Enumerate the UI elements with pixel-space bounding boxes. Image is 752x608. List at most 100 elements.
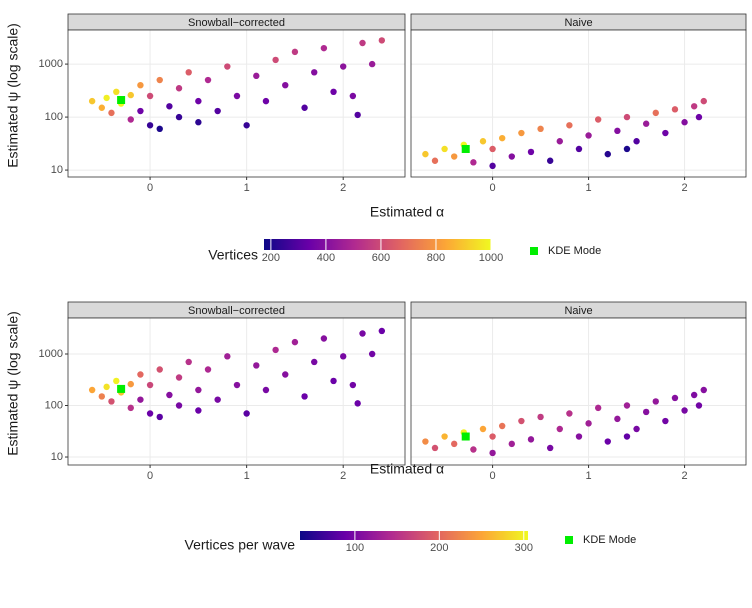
point bbox=[291, 48, 299, 56]
point bbox=[585, 420, 592, 427]
colorbar-tick-label: 300 bbox=[515, 542, 533, 554]
point bbox=[253, 72, 260, 80]
point bbox=[527, 148, 535, 156]
point bbox=[368, 350, 376, 358]
point bbox=[546, 444, 554, 452]
colorbar-tick-label: 800 bbox=[427, 252, 445, 264]
colorbar bbox=[300, 531, 528, 540]
colorbar-tick-label: 200 bbox=[430, 542, 448, 554]
point bbox=[422, 438, 429, 445]
point bbox=[113, 377, 120, 385]
point bbox=[282, 81, 289, 89]
point bbox=[243, 410, 250, 417]
point bbox=[137, 107, 144, 115]
point bbox=[98, 393, 105, 400]
point bbox=[113, 88, 120, 96]
point bbox=[566, 410, 573, 417]
strip-label: Snowball−corrected bbox=[188, 305, 285, 317]
point bbox=[262, 386, 270, 394]
point bbox=[137, 371, 144, 378]
kde-mode bbox=[461, 144, 470, 153]
point bbox=[98, 104, 105, 111]
point bbox=[146, 410, 154, 417]
point bbox=[489, 449, 496, 457]
point bbox=[195, 386, 202, 394]
point bbox=[585, 132, 592, 139]
point bbox=[681, 119, 688, 126]
point bbox=[195, 97, 202, 105]
colorbar-tick-label: 600 bbox=[372, 252, 390, 264]
colorbar-tick-label: 200 bbox=[262, 252, 280, 264]
point bbox=[108, 109, 115, 117]
point bbox=[137, 81, 144, 89]
point bbox=[479, 138, 487, 145]
point bbox=[175, 374, 183, 381]
point bbox=[156, 125, 163, 133]
x-tick-label: 2 bbox=[682, 470, 688, 482]
x-tick-label: 0 bbox=[147, 470, 153, 482]
x-tick-label: 0 bbox=[490, 470, 496, 482]
colorbar-title: Vertices per wave bbox=[185, 537, 296, 553]
point bbox=[690, 103, 698, 110]
x-tick-label: 0 bbox=[147, 182, 153, 194]
colorbar bbox=[264, 239, 491, 250]
point bbox=[340, 353, 347, 360]
point bbox=[195, 407, 202, 414]
point bbox=[489, 162, 496, 170]
point bbox=[614, 127, 621, 135]
x-tick-label: 2 bbox=[682, 182, 688, 194]
point bbox=[88, 386, 96, 394]
point bbox=[127, 404, 134, 412]
point bbox=[671, 394, 679, 402]
point bbox=[575, 433, 583, 440]
point bbox=[527, 436, 535, 443]
y-tick-label: 1000 bbox=[39, 348, 63, 360]
y-tick-label: 10 bbox=[51, 164, 63, 176]
colorbar-tick-label: 400 bbox=[317, 252, 335, 264]
point bbox=[166, 103, 173, 110]
point bbox=[108, 398, 115, 405]
strip-label: Naive bbox=[564, 305, 592, 317]
point bbox=[301, 104, 308, 111]
point bbox=[291, 338, 299, 346]
point bbox=[518, 417, 525, 425]
y-tick-label: 10 bbox=[51, 451, 63, 463]
point bbox=[642, 120, 650, 127]
point bbox=[233, 92, 241, 100]
point bbox=[470, 159, 477, 166]
legend-key bbox=[530, 247, 538, 255]
point bbox=[614, 415, 621, 423]
panel bbox=[411, 318, 746, 465]
point bbox=[556, 138, 563, 145]
point bbox=[508, 153, 515, 160]
point bbox=[604, 150, 611, 158]
colorbar-tick-label: 1000 bbox=[479, 252, 503, 264]
point bbox=[575, 145, 583, 153]
y-axis-title: Estimated ψ (log scale) bbox=[5, 23, 21, 168]
point bbox=[330, 88, 337, 96]
point bbox=[262, 97, 270, 105]
x-tick-label: 0 bbox=[490, 182, 496, 194]
strip-label: Snowball−corrected bbox=[188, 17, 285, 29]
point bbox=[156, 366, 163, 373]
point bbox=[431, 157, 439, 164]
point bbox=[450, 440, 458, 448]
colorbar-tick-label: 100 bbox=[346, 542, 364, 554]
point bbox=[695, 402, 703, 409]
point bbox=[623, 145, 631, 153]
point bbox=[489, 433, 496, 440]
point bbox=[340, 63, 347, 70]
y-axis-title: Estimated ψ (log scale) bbox=[5, 311, 21, 456]
point bbox=[214, 396, 221, 403]
point bbox=[537, 125, 544, 133]
point bbox=[700, 97, 707, 105]
point bbox=[233, 381, 241, 389]
point bbox=[546, 157, 554, 164]
point bbox=[204, 366, 212, 373]
point bbox=[422, 150, 429, 158]
point bbox=[518, 129, 525, 137]
x-tick-label: 1 bbox=[244, 182, 250, 194]
point bbox=[359, 330, 366, 337]
point bbox=[253, 362, 260, 369]
